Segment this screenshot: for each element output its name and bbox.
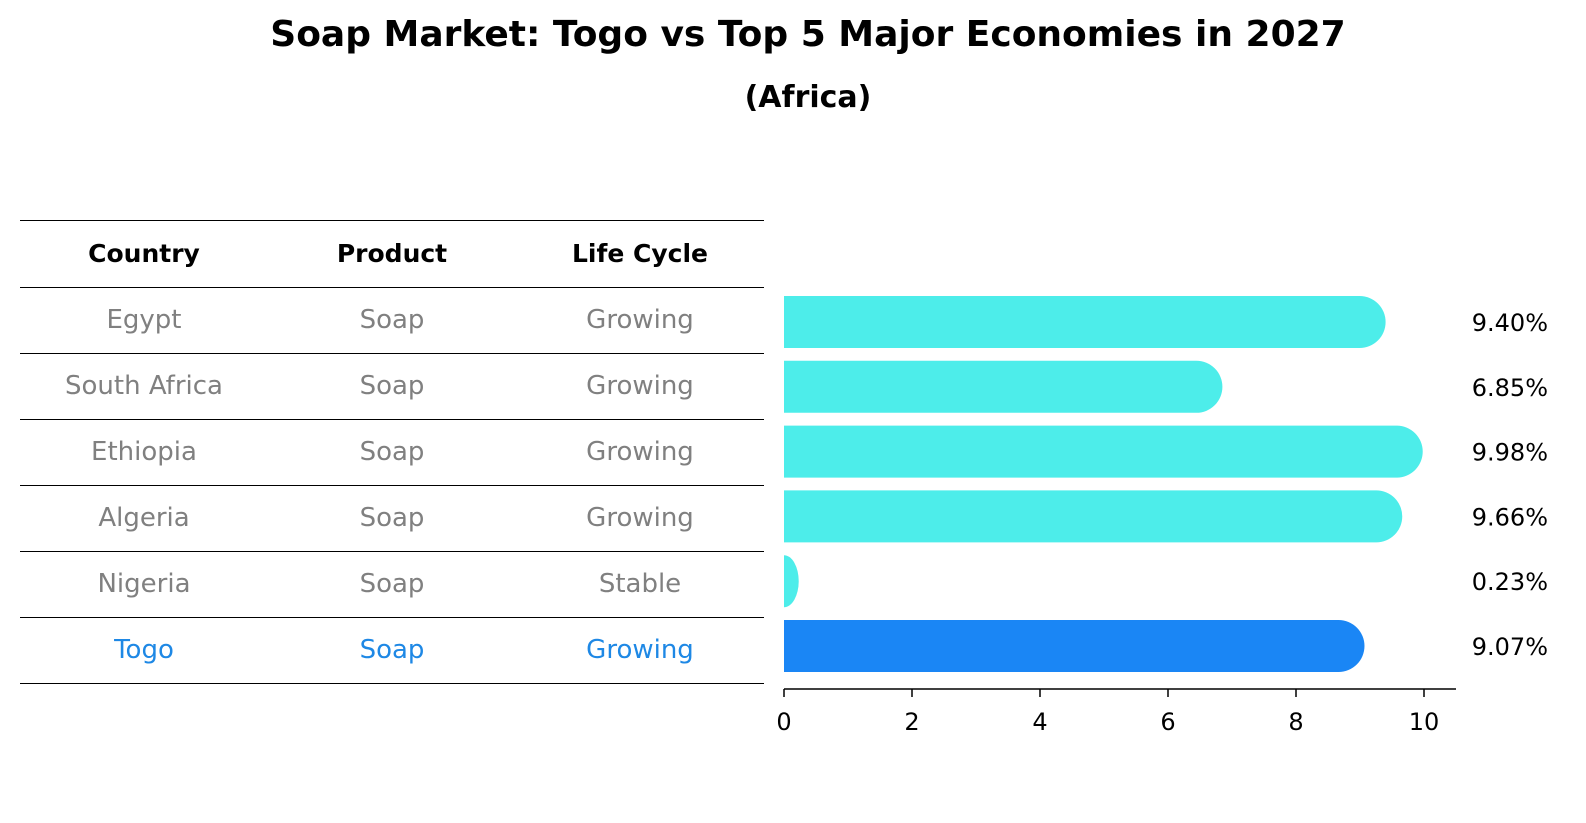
chart-subtitle: (Africa) [744,80,872,115]
product-cell: Soap [359,371,425,401]
product-cell: Soap [359,635,425,665]
x-tick-label: 0 [776,708,791,736]
x-tick-label: 10 [1409,708,1440,736]
country-cell: South Africa [65,371,223,401]
bar [784,425,1423,478]
country-cell: Egypt [106,305,182,335]
table-rule [20,220,764,221]
table-row: Egypt Soap Growing [20,287,764,353]
table-header-row: Country Product Life Cycle [20,220,764,287]
x-tick-label: 6 [1160,708,1175,736]
bar-value-label: 9.07% [1472,633,1548,661]
product-cell: Soap [359,569,425,599]
x-tick-label: 8 [1288,708,1303,736]
bar-highlighted [784,620,1365,672]
x-tick-label: 4 [1032,708,1047,736]
column-header-life-cycle: Life Cycle [571,239,709,268]
country-cell: Ethiopia [91,437,197,467]
life-cycle-cell: Growing [586,371,694,401]
bar-value-label: 9.66% [1472,503,1548,531]
life-cycle-cell: Stable [598,569,682,599]
life-cycle-cell: Growing [586,635,694,665]
x-tick-label: 2 [904,708,919,736]
table-row: Nigeria Soap Stable [20,551,764,617]
life-cycle-cell: Growing [586,503,694,533]
bar-value-label: 0.23% [1472,568,1548,596]
table-rule [20,551,764,552]
table-rule [20,287,764,288]
table-row-highlighted: Togo Soap Growing [20,617,764,683]
table-row: South Africa Soap Growing [20,353,764,419]
country-cell: Togo [114,635,174,665]
product-cell: Soap [359,503,425,533]
life-cycle-cell: Growing [586,305,694,335]
bar [784,490,1403,543]
bar [784,296,1386,348]
bar [784,360,1223,413]
table-rule [20,353,764,354]
bar-value-label: 9.40% [1472,309,1548,337]
table-row: Ethiopia Soap Growing [20,419,764,485]
country-cell: Algeria [98,503,190,533]
bar-value-label: 9.98% [1472,439,1548,467]
table-rule [20,419,764,420]
chart-title: Soap Market: Togo vs Top 5 Major Economi… [270,14,1346,55]
column-header-country: Country [88,239,200,268]
column-header-product: Product [336,239,448,268]
life-cycle-cell: Growing [586,437,694,467]
data-table: Country Product Life Cycle Egypt Soap Gr… [20,220,764,683]
product-cell: Soap [359,305,425,335]
table-rule [20,683,764,684]
table-rule [20,485,764,486]
bar-value-label: 6.85% [1472,374,1548,402]
product-cell: Soap [359,437,425,467]
country-cell: Nigeria [97,569,191,599]
bar [784,555,799,608]
table-row: Algeria Soap Growing [20,485,764,551]
table-rule [20,617,764,618]
